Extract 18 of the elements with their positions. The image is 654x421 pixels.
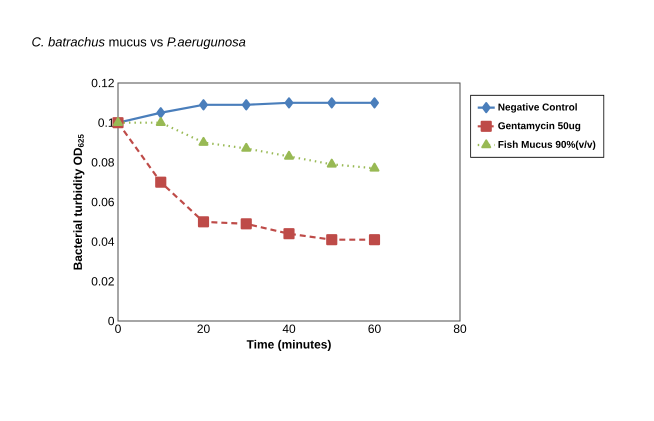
y-tick-label: 0.02: [92, 277, 114, 286]
x-tick-label: 60: [368, 324, 381, 333]
y-tick-label: 0.08: [92, 158, 114, 167]
x-tick-label: 20: [197, 324, 210, 333]
x-tick-label: 80: [454, 324, 466, 333]
x-tick-label: 0: [115, 324, 121, 333]
y-tick-label: 0.1: [98, 118, 114, 127]
chart-title: C. batrachus mucus vs P.aerugunosa: [32, 36, 246, 50]
x-axis-title: Time (minutes): [246, 340, 331, 351]
legend-label: Negative Control: [498, 103, 577, 113]
y-tick-label: 0.04: [92, 237, 114, 246]
legend-label: Fish Mucus 90%(v/v): [498, 140, 596, 150]
legend-label: Gentamycin 50ug: [498, 122, 580, 132]
y-tick-label: 0.12: [92, 78, 114, 88]
x-tick-label: 40: [282, 324, 296, 333]
y-tick-label: 0.06: [92, 198, 114, 206]
y-axis-title: Bacterial turbidity OD$_{625}$: [73, 134, 84, 270]
y-tick-label: 0: [108, 316, 114, 326]
